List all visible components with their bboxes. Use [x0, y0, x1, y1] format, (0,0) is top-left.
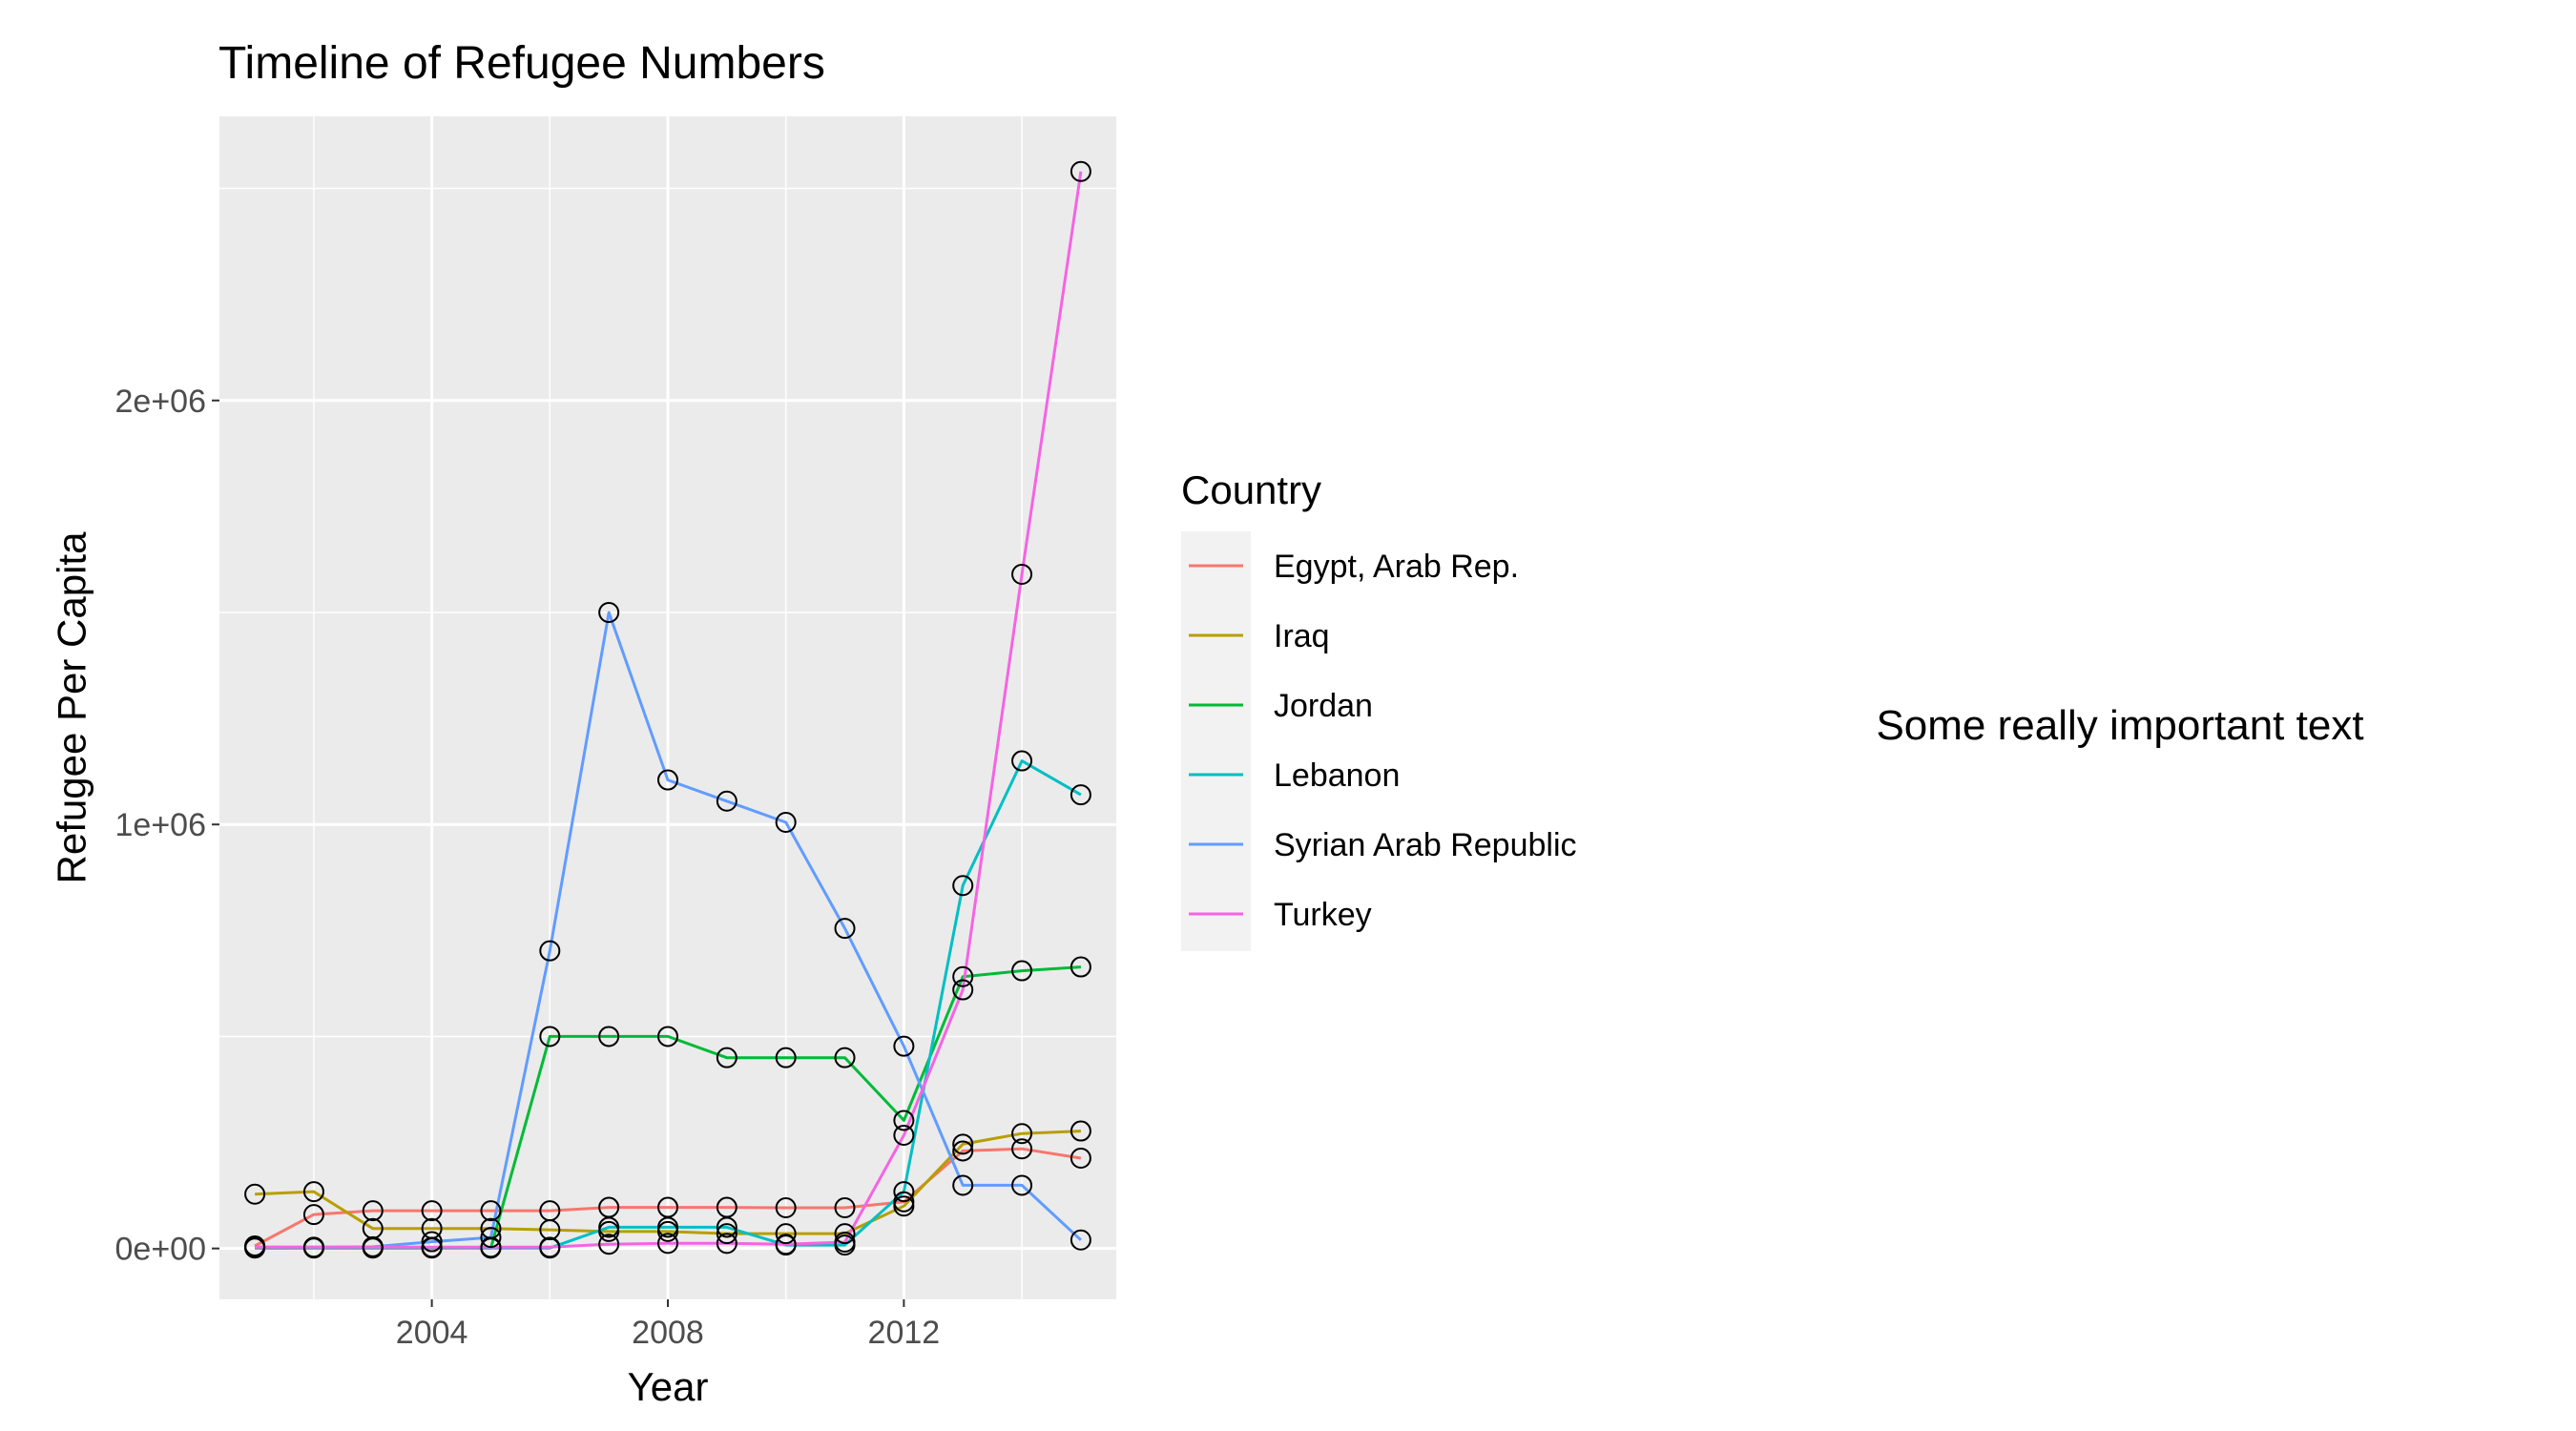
data-point [1011, 750, 1033, 772]
data-point [834, 1197, 856, 1218]
x-axis: 2004 2008 2012 [396, 1299, 940, 1351]
data-point [598, 1026, 620, 1047]
data-point [657, 1233, 678, 1255]
annotation-text: Some really important text [1876, 702, 2363, 749]
x-tick-label: 2004 [396, 1315, 468, 1351]
data-point [1011, 1174, 1033, 1196]
data-point [362, 1200, 384, 1222]
data-point [716, 1223, 737, 1245]
data-point [598, 1216, 620, 1238]
data-point [598, 1234, 620, 1255]
data-point [480, 1227, 502, 1249]
data-point [421, 1236, 443, 1258]
data-point [775, 1197, 797, 1218]
series-line [255, 611, 1082, 1249]
data-point [952, 1133, 974, 1155]
data-point [834, 918, 856, 940]
series-line [255, 171, 1083, 1249]
series-line [255, 1130, 1081, 1235]
data-point [1070, 160, 1091, 182]
data-point [775, 1223, 797, 1245]
y-tick-label: 0e+00 [115, 1232, 207, 1268]
series-lines [254, 171, 1083, 1250]
y-axis: 0e+00 1e+06 2e+06 [115, 384, 219, 1268]
y-tick-label: 1e+06 [115, 807, 207, 843]
x-tick-label: 2008 [632, 1315, 704, 1351]
data-point [775, 1234, 797, 1255]
data-point [421, 1231, 443, 1253]
data-point [244, 1183, 266, 1205]
data-point [598, 602, 620, 623]
chart-title: Timeline of Refugee Numbers [218, 38, 825, 89]
data-point [302, 1204, 324, 1226]
data-point [421, 1200, 443, 1222]
legend-label: Lebanon [1274, 757, 1400, 794]
data-point [480, 1200, 502, 1222]
data-point [1070, 956, 1091, 978]
data-point [539, 1026, 561, 1047]
data-point [1011, 1123, 1033, 1145]
data-point [302, 1236, 324, 1258]
data-point [244, 1236, 266, 1258]
data-point [952, 965, 974, 987]
data-point [952, 875, 974, 897]
x-axis-title: Year [628, 1364, 709, 1409]
data-point [893, 1181, 915, 1203]
y-axis-title: Refugee Per Capita [50, 531, 94, 884]
legend-label: Jordan [1274, 688, 1373, 724]
data-point [1070, 1229, 1091, 1251]
legend-label: Syrian Arab Republic [1274, 827, 1577, 863]
legend-label: Iraq [1274, 618, 1330, 654]
series-points [244, 160, 1091, 1259]
data-point [1011, 960, 1033, 982]
data-point [539, 940, 561, 962]
data-point [775, 812, 797, 833]
data-point [480, 1236, 502, 1258]
data-point [952, 1140, 974, 1162]
data-point [834, 1223, 856, 1245]
data-point [775, 1047, 797, 1068]
data-point [539, 1236, 561, 1258]
y-tick-label: 2e+06 [115, 384, 207, 420]
data-point [716, 1216, 737, 1238]
data-point [657, 1216, 678, 1238]
data-point [1011, 1138, 1033, 1160]
data-point [952, 1174, 974, 1196]
data-point [834, 1232, 856, 1253]
data-point [1070, 1120, 1091, 1142]
legend-label: Turkey [1274, 897, 1372, 933]
data-point [657, 769, 678, 791]
data-point [952, 979, 974, 1001]
legend-keys-background [1181, 531, 1251, 951]
data-point [1070, 784, 1091, 806]
data-point [893, 1110, 915, 1131]
data-point [893, 1035, 915, 1057]
data-point [893, 1195, 915, 1217]
data-point [1070, 1148, 1091, 1169]
legend-title: Country [1181, 467, 1321, 512]
data-point [716, 790, 737, 812]
data-point [716, 1047, 737, 1068]
data-point [893, 1125, 915, 1146]
data-point [834, 1047, 856, 1068]
series-line [254, 1147, 1082, 1248]
data-point [657, 1026, 678, 1047]
legend: Country Egypt, Arab Rep. Iraq Jordan Lebano… [1181, 467, 1577, 951]
data-point [1011, 564, 1033, 585]
data-point [362, 1236, 384, 1258]
x-tick-label: 2012 [868, 1315, 941, 1351]
data-point [716, 1233, 737, 1255]
legend-label: Egypt, Arab Rep. [1274, 549, 1519, 585]
data-point [302, 1181, 324, 1203]
legend-items: Egypt, Arab Rep. Iraq Jordan Lebanon Syrian … [1189, 549, 1577, 933]
